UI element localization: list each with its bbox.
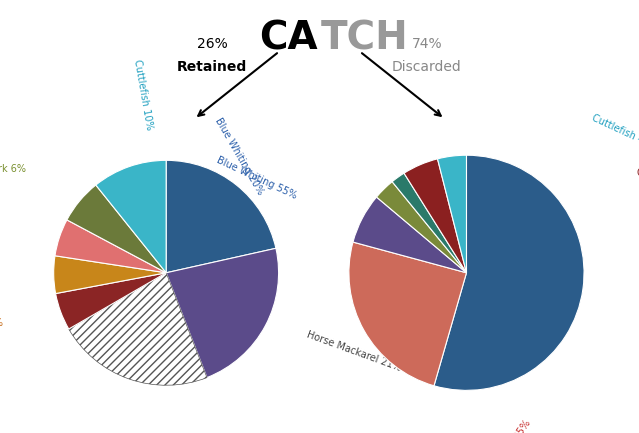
Wedge shape <box>56 273 166 329</box>
Wedge shape <box>376 182 466 273</box>
Wedge shape <box>404 159 466 273</box>
Wedge shape <box>434 155 584 391</box>
Text: Discarded: Discarded <box>392 60 462 74</box>
Wedge shape <box>69 273 207 385</box>
Text: Other Spp. 5%: Other Spp. 5% <box>637 168 639 178</box>
Wedge shape <box>166 248 279 378</box>
Text: Deepwater
Rose-Shrimp 21%: Deepwater Rose-Shrimp 21% <box>114 422 197 433</box>
Wedge shape <box>67 185 166 273</box>
Wedge shape <box>349 242 466 386</box>
Wedge shape <box>392 173 466 273</box>
Wedge shape <box>353 197 466 273</box>
Wedge shape <box>438 155 466 273</box>
Text: Blue Whiting 55%: Blue Whiting 55% <box>215 155 298 201</box>
Text: Blue Whiting 20%: Blue Whiting 20% <box>213 116 266 197</box>
Text: 74%: 74% <box>412 37 442 52</box>
Text: CA: CA <box>259 20 318 58</box>
Text: European Hake 25%: European Hake 25% <box>468 418 532 433</box>
Text: Cuttlefish 10%: Cuttlefish 10% <box>132 58 154 130</box>
Text: TCH: TCH <box>321 20 408 58</box>
Wedge shape <box>55 220 166 273</box>
Wedge shape <box>96 160 166 273</box>
Wedge shape <box>166 160 276 273</box>
Text: Retained: Retained <box>177 60 247 74</box>
Text: Cuttlefish 4%: Cuttlefish 4% <box>590 113 639 150</box>
Text: Horse Mackarel 21%: Horse Mackarel 21% <box>305 330 403 374</box>
Text: Other Spp. 5%: Other Spp. 5% <box>0 318 3 328</box>
Text: Catshark 6%: Catshark 6% <box>0 164 26 174</box>
Wedge shape <box>54 256 166 294</box>
Text: 26%: 26% <box>197 37 227 52</box>
